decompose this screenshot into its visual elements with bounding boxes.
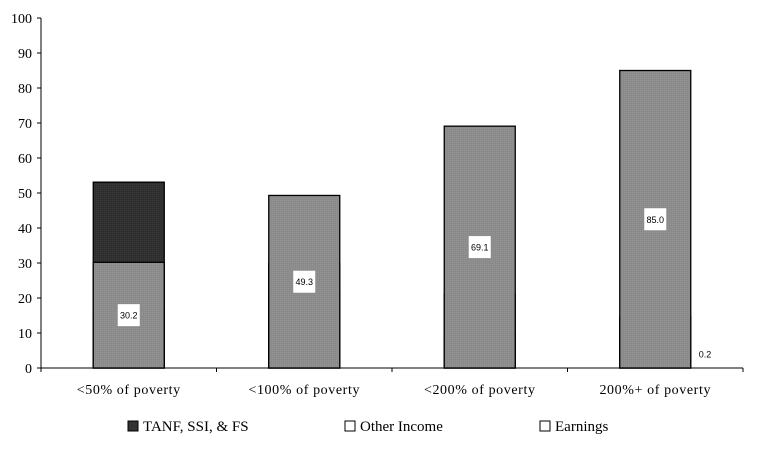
y-tick-label: 30 bbox=[18, 257, 32, 272]
data-label: 69.1 bbox=[471, 243, 489, 253]
data-label-box bbox=[293, 270, 316, 293]
y-tick-label: 80 bbox=[18, 82, 32, 97]
y-tick-label: 70 bbox=[18, 117, 32, 132]
legend-label: Earnings bbox=[555, 419, 608, 435]
y-tick-label: 20 bbox=[18, 292, 32, 307]
data-label-box bbox=[468, 236, 491, 259]
bar-stack: 0.214.785.0 bbox=[619, 69, 712, 369]
bar-stack: 9.721.269.1 bbox=[443, 125, 516, 369]
legend-swatch-icon bbox=[344, 420, 356, 432]
data-label: 0.2 bbox=[699, 349, 712, 359]
legend-item: Earnings bbox=[539, 419, 608, 435]
y-tick-label: 0 bbox=[25, 362, 32, 377]
legend-label: Other Income bbox=[360, 419, 443, 435]
y-tick-label: 100 bbox=[11, 12, 32, 27]
x-category-label: <50% of poverty bbox=[77, 383, 181, 398]
x-axis: <50% of poverty <100% of poverty <200% of … bbox=[40, 367, 744, 398]
y-tick-label: 50 bbox=[18, 187, 32, 202]
data-label: 30.2 bbox=[120, 311, 138, 321]
y-tick-label: 40 bbox=[18, 222, 32, 237]
legend-swatch-icon bbox=[127, 420, 139, 432]
y-tick-label: 90 bbox=[18, 47, 32, 62]
data-label: 49.3 bbox=[295, 277, 313, 287]
data-label-box bbox=[644, 208, 667, 231]
legend-swatch-icon bbox=[539, 420, 551, 432]
y-tick-label: 10 bbox=[18, 327, 32, 342]
x-category-label: <100% of poverty bbox=[248, 383, 360, 398]
data-label: 85.0 bbox=[646, 215, 664, 225]
x-category-label: 200%+ of poverty bbox=[599, 383, 711, 398]
legend-label: TANF, SSI, & FS bbox=[143, 419, 249, 435]
y-tick-label: 60 bbox=[18, 152, 32, 167]
bar-stack: 53.116.630.2 bbox=[92, 181, 165, 369]
data-label-box bbox=[117, 304, 140, 327]
bar-stack: 29.820.849.3 bbox=[268, 194, 341, 369]
legend-item: TANF, SSI, & FS bbox=[127, 419, 249, 435]
y-axis: 0 10 20 30 40 50 60 70 80 90 100 bbox=[11, 12, 42, 377]
legend-item: Other Income bbox=[344, 419, 443, 435]
x-category-label: <200% of poverty bbox=[424, 383, 536, 398]
bars: 53.116.630.2 29.820.849.3 9.721.269.1 0.214… bbox=[92, 69, 712, 369]
legend: TANF, SSI, & FS Other Income Earnings bbox=[127, 419, 608, 435]
